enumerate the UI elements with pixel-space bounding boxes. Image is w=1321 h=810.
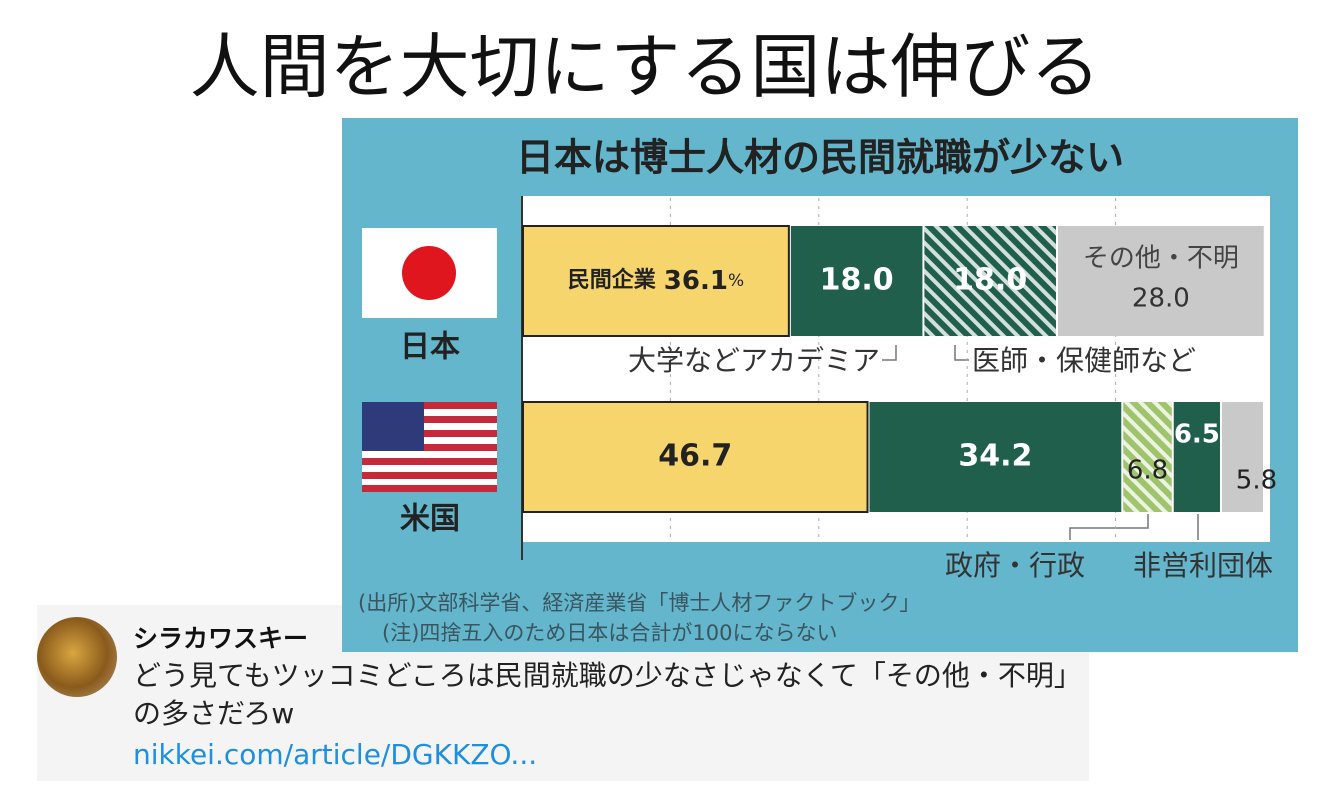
bar-segment [1057, 226, 1264, 336]
category-label: 米国 [400, 502, 460, 537]
chart-title: 日本は博士人材の民間就職が少ない [516, 136, 1124, 180]
bar-segment [1221, 402, 1263, 512]
hatch [924, 226, 1056, 336]
bar-segment [522, 225, 790, 337]
flag-us [362, 402, 497, 492]
bar-segment [1173, 402, 1220, 512]
value-text: 36.1 [664, 266, 728, 296]
category-label: 日本 [400, 330, 460, 365]
segment-name: 民間企業 [568, 267, 657, 293]
value-label: 34.2 [958, 439, 1032, 474]
tweet-text: どう見てもツッコミどころは民間就職の少なさじゃなくて「その他・不明」の多さだろw [133, 659, 1082, 730]
value-label: 28.0 [1132, 284, 1190, 314]
footnote: (出所)文部科学省、経済産業省「博士人材ファクトブック」 [358, 591, 920, 615]
value-label: 民間企業 36.1% [568, 266, 744, 296]
link[interactable]: nikkei.com/article/DGKKZO... [133, 738, 538, 771]
value-label: 18.0 [953, 263, 1027, 298]
segment-name: その他・不明 [1083, 244, 1239, 274]
annotation: 政府・行政 [945, 549, 1085, 582]
annotation: 大学などアカデミア [628, 344, 880, 377]
value-label: 18.0 [820, 263, 894, 298]
footnote: (注)四捨五入のため日本は合計が100にならない [382, 621, 837, 645]
annotation: 医師・保健師など [972, 344, 1196, 377]
value-label: 6.8 [1127, 456, 1168, 486]
unit: % [728, 271, 744, 291]
hatch [1123, 402, 1172, 512]
bar-segment [790, 226, 923, 336]
chart: 日本は博士人材の民間就職が少ない 日本 民間企業 36.1% 18.0 大学などアカデミ… [342, 118, 1298, 652]
bar-segment [869, 402, 1122, 512]
flag-japan [362, 228, 497, 318]
avatar[interactable] [37, 617, 117, 697]
annotation: 非営利団体 [1133, 549, 1273, 582]
value-label: 5.8 [1236, 466, 1277, 496]
headline: 人間を大切にする国は伸びる [189, 26, 1101, 108]
value-label: 46.7 [658, 439, 732, 474]
author[interactable]: シラカワスキー [133, 624, 309, 653]
bar-segment [522, 401, 869, 513]
value-label: 6.5 [1174, 420, 1220, 450]
annotation-brackets [882, 345, 1199, 540]
